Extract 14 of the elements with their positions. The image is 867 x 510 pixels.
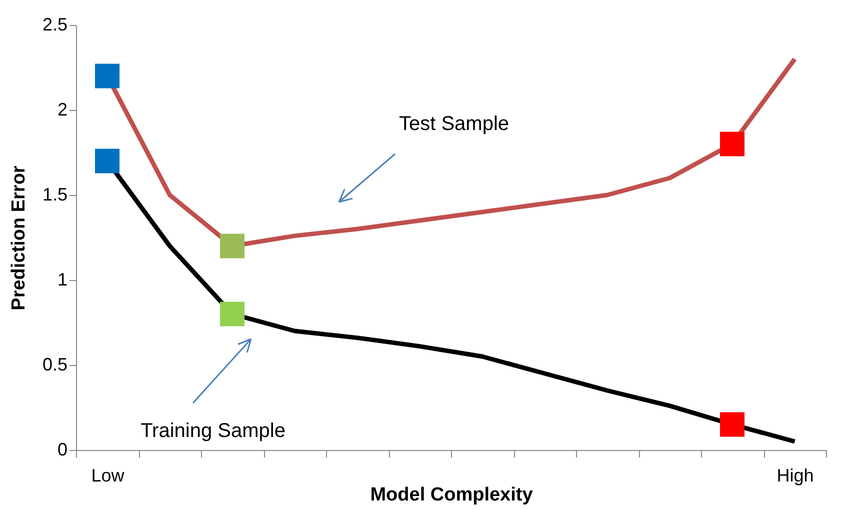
- point: [220, 302, 244, 326]
- y-tick-label: 2: [57, 100, 68, 120]
- y-tick-label: 2.5: [42, 14, 68, 34]
- y-tick-label: 1.5: [42, 184, 68, 204]
- x-tick-label: Low: [91, 466, 126, 486]
- y-tick-label: 0: [57, 440, 68, 460]
- x-tick-label: High: [776, 466, 814, 486]
- annotation: Training Sample: [140, 420, 286, 442]
- point: [220, 234, 244, 258]
- y-axis-title: Prediction Error: [8, 165, 30, 310]
- annotation: Test Sample: [398, 113, 510, 135]
- y-tick-label: 1: [57, 270, 68, 290]
- x-axis-title: Model Complexity: [370, 484, 534, 506]
- y-tick-label: 0.5: [42, 354, 68, 374]
